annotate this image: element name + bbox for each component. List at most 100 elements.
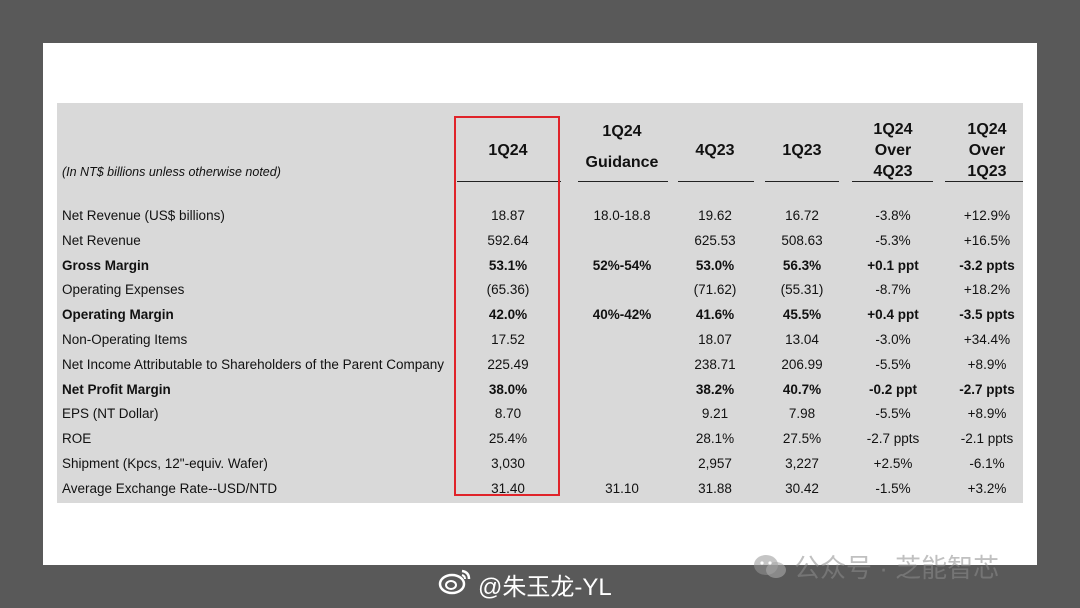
table-cell: +3.2% bbox=[967, 480, 1007, 496]
table-cell: 31.40 bbox=[491, 480, 525, 496]
table-cell: -3.0% bbox=[875, 332, 911, 347]
header-underline bbox=[765, 181, 839, 182]
header-text: Over bbox=[968, 142, 1006, 159]
table-cell: 40.7% bbox=[782, 381, 822, 397]
header-text: 1Q24 bbox=[488, 142, 528, 159]
header-text: 1Q23 bbox=[967, 163, 1007, 180]
table-cell: +34.4% bbox=[963, 332, 1011, 347]
table-cell: 238.71 bbox=[694, 356, 736, 372]
table-cell: 3,227 bbox=[785, 456, 819, 471]
table-cell: (65.36) bbox=[486, 282, 530, 298]
table-row: Non-Operating Items 17.52 18.07 13.04 -3.0% +… bbox=[0, 330, 1080, 350]
table-cell: 31.10 bbox=[605, 480, 639, 496]
header-4q23: 4Q23 bbox=[677, 140, 753, 161]
row-label: Operating Margin bbox=[62, 307, 174, 323]
row-label: Net Income Attributable to Shareholders … bbox=[62, 356, 444, 372]
table-cell: +16.5% bbox=[963, 232, 1011, 248]
table-cell: -5.5% bbox=[875, 406, 911, 422]
table-cell: 17.52 bbox=[491, 332, 525, 347]
header-text: 1Q24 bbox=[602, 123, 642, 140]
table-cell: -1.5% bbox=[875, 480, 911, 496]
table-cell: -5.5% bbox=[875, 356, 911, 372]
header-underline bbox=[457, 181, 561, 182]
table-cell: 18.87 bbox=[491, 208, 525, 223]
table-row: Operating Margin 42.0% 40%-42% 41.6% 45.5% +0… bbox=[0, 305, 1080, 325]
table-cell: -2.1 ppts bbox=[960, 431, 1014, 447]
table-cell: -8.7% bbox=[875, 282, 911, 298]
table-cell: 38.2% bbox=[695, 381, 735, 397]
table-row: Net Profit Margin 38.0% 38.2% 40.7% -0.2 ppt… bbox=[0, 380, 1080, 400]
row-label: Shipment (Kpcs, 12"-equiv. Wafer) bbox=[62, 456, 268, 471]
header-text: Guidance bbox=[585, 154, 659, 171]
row-label: Average Exchange Rate--USD/NTD bbox=[62, 480, 278, 496]
table-cell: 19.62 bbox=[698, 208, 732, 223]
table-cell: 56.3% bbox=[782, 257, 822, 273]
row-label: EPS (NT Dollar) bbox=[62, 406, 159, 422]
table-cell: +0.4 ppt bbox=[867, 307, 919, 323]
table-cell: 3,030 bbox=[491, 456, 525, 471]
header-text: 4Q23 bbox=[873, 163, 913, 180]
table-cell: -2.7 ppts bbox=[866, 431, 920, 447]
table-cell: 7.98 bbox=[788, 406, 816, 422]
table-cell: 45.5% bbox=[782, 307, 822, 323]
table-cell: 25.4% bbox=[488, 431, 528, 447]
table-row: Operating Expenses (65.36) (71.62) (55.31) -… bbox=[0, 280, 1080, 300]
header-1q24: 1Q24 bbox=[457, 140, 559, 161]
table-cell: -0.2 ppt bbox=[868, 381, 917, 397]
row-label: Net Revenue (US$ billions) bbox=[62, 208, 225, 223]
table-cell: 225.49 bbox=[487, 356, 529, 372]
header-underline bbox=[945, 181, 1023, 182]
table-cell: -6.1% bbox=[969, 456, 1005, 471]
table-cell: 42.0% bbox=[488, 307, 528, 323]
table-cell: +8.9% bbox=[967, 406, 1007, 422]
header-underline bbox=[678, 181, 754, 182]
watermark-text: 公众号 · 芝能智芯 bbox=[794, 553, 1000, 583]
table-cell: 13.04 bbox=[785, 332, 819, 347]
wechat-icon bbox=[752, 553, 788, 581]
table-cell: 52%-54% bbox=[592, 257, 652, 273]
table-cell: 18.07 bbox=[698, 332, 732, 347]
table-cell: (55.31) bbox=[780, 282, 824, 298]
row-label: ROE bbox=[62, 431, 92, 447]
header-text: 4Q23 bbox=[695, 142, 735, 159]
table-row: Average Exchange Rate--USD/NTD 31.40 31.10… bbox=[0, 479, 1080, 499]
header-over-4q23: 1Q24 Over 4Q23 bbox=[853, 119, 933, 182]
table-cell: 16.72 bbox=[785, 208, 819, 223]
header-underline bbox=[578, 181, 668, 182]
table-cell: 9.21 bbox=[701, 406, 729, 422]
table-cell: 592.64 bbox=[487, 232, 529, 248]
table-row: Gross Margin 53.1% 52%-54% 53.0% 56.3% +0.1 p… bbox=[0, 256, 1080, 276]
header-underline bbox=[852, 181, 933, 182]
table-cell: (71.62) bbox=[693, 282, 737, 298]
row-label: Operating Expenses bbox=[62, 282, 185, 298]
row-label: Net Revenue bbox=[62, 232, 141, 248]
table-cell: 27.5% bbox=[782, 431, 822, 447]
table-panel bbox=[57, 103, 1023, 503]
row-label: Net Profit Margin bbox=[62, 381, 171, 397]
table-cell: 41.6% bbox=[695, 307, 735, 323]
table-cell: +18.2% bbox=[963, 282, 1011, 298]
table-cell: -2.7 ppts bbox=[959, 381, 1015, 397]
table-cell: -3.2 ppts bbox=[959, 257, 1015, 273]
row-label: Gross Margin bbox=[62, 257, 150, 273]
header-text: 1Q24 bbox=[967, 121, 1007, 138]
table-cell: -5.3% bbox=[875, 232, 911, 248]
table-row: EPS (NT Dollar) 8.70 9.21 7.98 -5.5% +8.9% bbox=[0, 404, 1080, 424]
table-row: Shipment (Kpcs, 12"-equiv. Wafer) 3,030 2,… bbox=[0, 454, 1080, 474]
table-cell: -3.5 ppts bbox=[959, 307, 1015, 323]
watermark: 公众号 · 芝能智芯 bbox=[752, 548, 999, 585]
units-note: (In NT$ billions unless otherwise noted) bbox=[62, 165, 281, 179]
table-cell: 40%-42% bbox=[592, 307, 652, 323]
table-cell: 8.70 bbox=[494, 406, 522, 422]
table-cell: +8.9% bbox=[967, 356, 1007, 372]
table-row: Net Revenue (US$ billions) 18.87 18.0-18.8… bbox=[0, 206, 1080, 226]
table-cell: +2.5% bbox=[873, 456, 913, 471]
row-label: Non-Operating Items bbox=[62, 332, 188, 347]
table-cell: -3.8% bbox=[875, 208, 911, 223]
table-cell: 38.0% bbox=[488, 381, 528, 397]
table-cell: 18.0-18.8 bbox=[593, 208, 651, 223]
header-over-1q23: 1Q24 Over 1Q23 bbox=[946, 119, 1028, 182]
highlight-box bbox=[454, 116, 560, 496]
table-cell: 53.1% bbox=[488, 257, 528, 273]
header-guidance: 1Q24 Guidance bbox=[576, 116, 668, 178]
